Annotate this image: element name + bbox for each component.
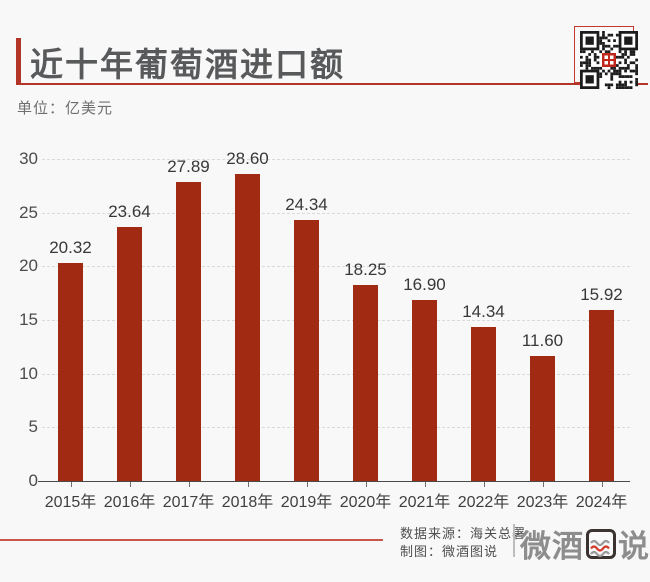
x-tick-mark xyxy=(306,482,308,487)
x-tick-label: 2017年 xyxy=(162,494,215,511)
x-tick-label: 2015年 xyxy=(44,494,97,511)
x-tick-mark xyxy=(483,482,485,487)
gridline xyxy=(42,266,630,268)
bar xyxy=(294,219,319,481)
bar-value-label: 28.60 xyxy=(226,149,269,169)
x-axis-line xyxy=(38,481,630,482)
x-tick-label: 2019年 xyxy=(280,494,333,511)
bar xyxy=(471,327,496,481)
x-tick-label: 2023年 xyxy=(516,494,569,511)
gridline xyxy=(42,212,630,214)
y-tick-label: 0 xyxy=(28,471,38,490)
x-tick-mark xyxy=(542,482,544,487)
page-title: 近十年葡萄酒进口额 xyxy=(30,46,345,83)
footer-rule xyxy=(0,539,383,541)
x-tick-mark xyxy=(70,482,72,487)
gridline xyxy=(42,159,630,160)
bar-value-label: 16.90 xyxy=(403,274,446,294)
y-tick-label: 5 xyxy=(28,417,38,437)
bar xyxy=(589,310,614,481)
bar xyxy=(235,174,260,481)
x-tick-mark xyxy=(424,482,426,487)
x-tick-label: 2024年 xyxy=(575,494,628,511)
wave-icon xyxy=(586,528,616,559)
logo-text-suffix: 说 xyxy=(618,529,650,564)
unit-label: 单位：亿美元 xyxy=(17,100,114,117)
x-tick-mark xyxy=(247,482,249,487)
gridline xyxy=(42,320,630,321)
bar xyxy=(353,285,378,481)
bar-value-label: 18.25 xyxy=(344,260,387,280)
data-source-label: 数据来源：海关总署 xyxy=(400,526,527,541)
y-tick-label: 15 xyxy=(19,310,38,329)
x-tick-label: 2016年 xyxy=(103,494,156,511)
gridline xyxy=(42,373,630,375)
title-accent-bar xyxy=(16,38,21,84)
bar-value-label: 23.64 xyxy=(108,202,151,222)
footer-divider xyxy=(513,524,515,557)
title-underline xyxy=(16,83,648,85)
y-tick-label: 30 xyxy=(19,149,38,168)
bar-value-label: 15.92 xyxy=(580,285,623,305)
x-tick-mark xyxy=(188,482,190,487)
bar xyxy=(176,181,201,481)
bar-value-label: 24.34 xyxy=(285,194,328,214)
brand-logo: 微酒 说 xyxy=(520,521,650,566)
x-tick-mark xyxy=(365,482,367,487)
bar xyxy=(530,356,555,481)
gridline xyxy=(42,427,630,429)
x-tick-mark xyxy=(129,482,131,487)
y-tick-label: 20 xyxy=(19,256,38,276)
x-tick-mark xyxy=(601,482,603,487)
bar-value-label: 27.89 xyxy=(167,156,210,176)
x-tick-label: 2022年 xyxy=(457,494,510,511)
y-tick-label: 25 xyxy=(19,202,38,222)
credits: 数据来源：海关总署 制图：微酒图说 xyxy=(400,525,526,561)
bar-value-label: 20.32 xyxy=(49,237,92,257)
bar xyxy=(117,227,142,481)
bar xyxy=(412,299,437,481)
chart-credit-label: 制图：微酒图说 xyxy=(400,544,499,559)
x-tick-label: 2020年 xyxy=(339,494,392,511)
x-tick-label: 2018年 xyxy=(221,494,274,511)
bar-value-label: 11.60 xyxy=(521,331,564,351)
bar-value-label: 14.34 xyxy=(462,302,505,322)
x-tick-label: 2021年 xyxy=(398,494,451,511)
logo-text-prefix: 微酒 xyxy=(520,529,584,564)
y-tick-label: 10 xyxy=(19,363,38,383)
bar xyxy=(58,262,83,481)
qr-code-icon xyxy=(580,31,638,89)
